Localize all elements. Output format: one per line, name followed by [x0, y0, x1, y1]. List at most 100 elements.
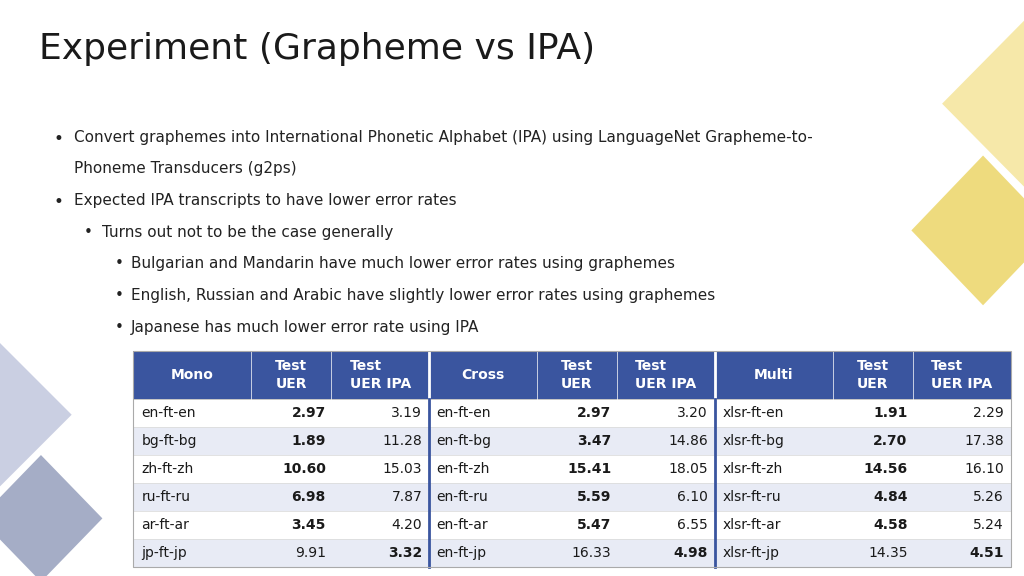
- Text: xlsr-ft-bg: xlsr-ft-bg: [723, 434, 784, 448]
- Text: •: •: [115, 320, 124, 335]
- Text: Test
UER IPA: Test UER IPA: [931, 359, 992, 391]
- Text: 6.98: 6.98: [292, 490, 326, 504]
- Bar: [251, 351, 332, 399]
- Text: xlsr-ft-ar: xlsr-ft-ar: [723, 518, 781, 532]
- Bar: [537, 483, 617, 511]
- Text: •: •: [84, 225, 93, 240]
- Text: ar-ft-ar: ar-ft-ar: [141, 518, 189, 532]
- Bar: [251, 399, 332, 427]
- Bar: [429, 483, 537, 511]
- Text: Japanese has much lower error rate using IPA: Japanese has much lower error rate using…: [131, 320, 479, 335]
- Text: 5.26: 5.26: [973, 490, 1004, 504]
- Text: 9.91: 9.91: [295, 546, 326, 560]
- Bar: [133, 511, 251, 539]
- Bar: [133, 427, 251, 455]
- Text: Test
UER: Test UER: [275, 359, 307, 391]
- Bar: [429, 351, 537, 399]
- Bar: [133, 483, 251, 511]
- Text: 2.70: 2.70: [873, 434, 907, 448]
- Text: 2.97: 2.97: [578, 406, 611, 420]
- Text: 4.20: 4.20: [391, 518, 422, 532]
- Bar: [332, 539, 429, 567]
- Text: ru-ft-ru: ru-ft-ru: [141, 490, 190, 504]
- Bar: [913, 455, 1011, 483]
- Text: 5.59: 5.59: [578, 490, 611, 504]
- Bar: [833, 483, 913, 511]
- Polygon shape: [0, 455, 102, 576]
- Bar: [833, 455, 913, 483]
- Bar: [537, 511, 617, 539]
- Bar: [715, 483, 833, 511]
- Bar: [913, 483, 1011, 511]
- Bar: [537, 455, 617, 483]
- Text: xlsr-ft-ru: xlsr-ft-ru: [723, 490, 781, 504]
- Bar: [537, 427, 617, 455]
- Text: en-ft-ar: en-ft-ar: [436, 518, 488, 532]
- Bar: [133, 399, 251, 427]
- Text: 5.47: 5.47: [578, 518, 611, 532]
- Text: Multi: Multi: [754, 368, 794, 382]
- Text: 15.03: 15.03: [383, 462, 422, 476]
- Text: en-ft-jp: en-ft-jp: [436, 546, 486, 560]
- Text: 16.10: 16.10: [965, 462, 1004, 476]
- Text: 6.10: 6.10: [677, 490, 708, 504]
- Text: 3.45: 3.45: [292, 518, 326, 532]
- Bar: [429, 511, 537, 539]
- Bar: [913, 427, 1011, 455]
- Text: Cross: Cross: [462, 368, 505, 382]
- Text: Turns out not to be the case generally: Turns out not to be the case generally: [102, 225, 393, 240]
- Text: Convert graphemes into International Phonetic Alphabet (IPA) using LanguageNet G: Convert graphemes into International Pho…: [74, 130, 812, 145]
- Bar: [251, 511, 332, 539]
- Text: Test
UER IPA: Test UER IPA: [635, 359, 696, 391]
- Bar: [133, 455, 251, 483]
- Text: 5.24: 5.24: [973, 518, 1004, 532]
- Bar: [617, 483, 715, 511]
- Text: •: •: [53, 193, 63, 211]
- Bar: [913, 539, 1011, 567]
- Text: •: •: [53, 130, 63, 147]
- Text: xlsr-ft-en: xlsr-ft-en: [723, 406, 784, 420]
- Bar: [133, 539, 251, 567]
- Text: 18.05: 18.05: [669, 462, 708, 476]
- Polygon shape: [911, 156, 1024, 305]
- Bar: [251, 539, 332, 567]
- Text: xlsr-ft-jp: xlsr-ft-jp: [723, 546, 780, 560]
- Text: 6.55: 6.55: [677, 518, 708, 532]
- Bar: [332, 427, 429, 455]
- Text: en-ft-en: en-ft-en: [141, 406, 196, 420]
- Bar: [429, 399, 537, 427]
- Text: English, Russian and Arabic have slightly lower error rates using graphemes: English, Russian and Arabic have slightl…: [131, 288, 716, 303]
- Bar: [429, 427, 537, 455]
- Bar: [332, 511, 429, 539]
- Text: 14.35: 14.35: [868, 546, 907, 560]
- Bar: [251, 427, 332, 455]
- Text: 11.28: 11.28: [383, 434, 422, 448]
- Bar: [617, 511, 715, 539]
- Text: 10.60: 10.60: [282, 462, 326, 476]
- Bar: [715, 455, 833, 483]
- Bar: [617, 351, 715, 399]
- Text: en-ft-ru: en-ft-ru: [436, 490, 488, 504]
- Text: 1.91: 1.91: [873, 406, 907, 420]
- Bar: [617, 455, 715, 483]
- Bar: [833, 351, 913, 399]
- Text: en-ft-en: en-ft-en: [436, 406, 492, 420]
- Text: xlsr-ft-zh: xlsr-ft-zh: [723, 462, 783, 476]
- Text: 7.87: 7.87: [391, 490, 422, 504]
- Bar: [913, 351, 1011, 399]
- Bar: [429, 455, 537, 483]
- Polygon shape: [0, 323, 72, 507]
- Text: 1.89: 1.89: [292, 434, 326, 448]
- Text: 2.97: 2.97: [292, 406, 326, 420]
- Bar: [332, 455, 429, 483]
- Text: 17.38: 17.38: [965, 434, 1004, 448]
- Bar: [133, 351, 1011, 567]
- Bar: [537, 539, 617, 567]
- Text: 16.33: 16.33: [571, 546, 611, 560]
- Bar: [251, 483, 332, 511]
- Text: 14.56: 14.56: [863, 462, 907, 476]
- Bar: [833, 539, 913, 567]
- Bar: [332, 399, 429, 427]
- Text: Test
UER: Test UER: [857, 359, 889, 391]
- Bar: [133, 351, 251, 399]
